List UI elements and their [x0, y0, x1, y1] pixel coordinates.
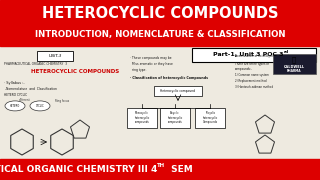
- Bar: [0, 0, 320, 46]
- Text: · Classification of heterocyclic Compounds: · Classification of heterocyclic Compoun…: [130, 76, 208, 80]
- Text: · Syllabus :-: · Syllabus :-: [4, 81, 25, 85]
- Text: 1) Common name system: 1) Common name system: [235, 73, 269, 77]
- Ellipse shape: [5, 101, 25, 111]
- Text: SEM: SEM: [168, 165, 193, 174]
- Bar: [160, 108, 190, 128]
- Bar: [192, 48, 316, 62]
- Text: Heterocyclic compound: Heterocyclic compound: [161, 89, 196, 93]
- Text: ring type.: ring type.: [130, 68, 147, 72]
- Text: Miss aromatic or they have: Miss aromatic or they have: [130, 62, 173, 66]
- Bar: [127, 108, 157, 128]
- Text: Bicyclic
heterocyclic
compounds: Bicyclic heterocyclic compounds: [167, 111, 183, 125]
- Text: 2) Replacement method: 2) Replacement method: [235, 79, 267, 83]
- Text: CYCLIC: CYCLIC: [36, 104, 44, 108]
- Text: HETEROCYCLIC COMPOUNDS: HETEROCYCLIC COMPOUNDS: [42, 6, 278, 21]
- Ellipse shape: [30, 101, 50, 111]
- Text: compounds:-: compounds:-: [235, 67, 253, 71]
- Text: different: different: [19, 98, 31, 102]
- Text: 🎓: 🎓: [292, 57, 296, 63]
- Text: Part-1, Unit 3 POC 3: Part-1, Unit 3 POC 3: [213, 52, 283, 57]
- Text: PHARMA: PHARMA: [287, 69, 301, 73]
- Bar: [154, 86, 202, 96]
- Text: TH: TH: [157, 163, 165, 168]
- Bar: [37, 51, 73, 61]
- Text: Tricyclic
heterocyclic
Compounds: Tricyclic heterocyclic Compounds: [202, 111, 218, 125]
- Text: · These compounds may be: · These compounds may be: [130, 56, 172, 60]
- Text: Monocyclic
heterocyclic
compounds: Monocyclic heterocyclic compounds: [134, 111, 150, 125]
- Text: P'CEUTICAL ORGANIC CHEMISTRY III 4: P'CEUTICAL ORGANIC CHEMISTRY III 4: [0, 165, 157, 174]
- Text: -Nomenclature  and  Classification: -Nomenclature and Classification: [4, 87, 57, 91]
- Text: CALDWELL: CALDWELL: [284, 65, 305, 69]
- Text: Nomenclature of Heterocyclic compounds: Nomenclature of Heterocyclic compounds: [235, 54, 290, 58]
- Text: rd: rd: [284, 50, 289, 54]
- Text: Ring focus: Ring focus: [55, 99, 69, 103]
- Text: PHARMACEUTICAL ORGANIC CHEMISTRY  3: PHARMACEUTICAL ORGANIC CHEMISTRY 3: [4, 62, 67, 66]
- Text: HETERO: HETERO: [10, 104, 20, 108]
- Bar: [273, 54, 316, 74]
- Text: INTRODUCTION, NOMENCLATURE & CLASSIFICATION: INTRODUCTION, NOMENCLATURE & CLASSIFICAT…: [35, 30, 285, 39]
- Text: HETERO CYCLIC: HETERO CYCLIC: [4, 93, 27, 97]
- Text: 3) Hantzsch-widman method: 3) Hantzsch-widman method: [235, 85, 273, 89]
- Text: UNIT-3: UNIT-3: [48, 54, 62, 58]
- Text: HETEROCYCLIC COMPOUNDS: HETEROCYCLIC COMPOUNDS: [31, 69, 119, 74]
- Text: There are three types of: There are three types of: [235, 62, 269, 66]
- Bar: [0, 159, 320, 180]
- Bar: [195, 108, 225, 128]
